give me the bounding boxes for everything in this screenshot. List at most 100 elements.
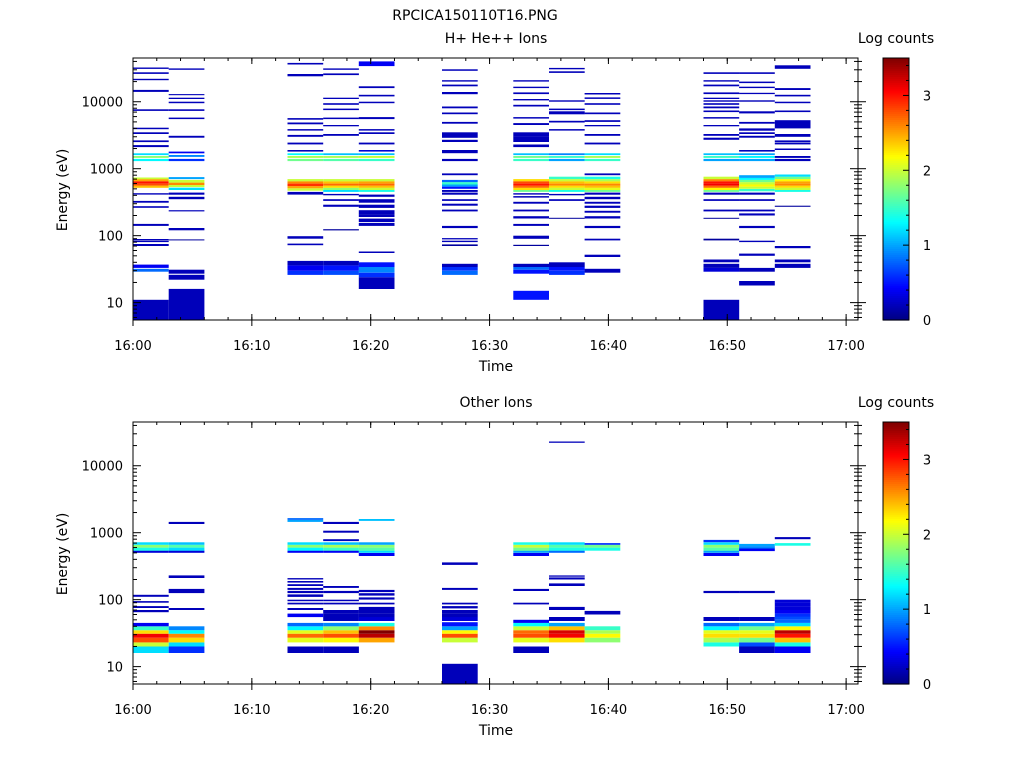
colorbar-swatch <box>883 663 909 667</box>
heatmap-cell <box>358 597 395 600</box>
heatmap-cell <box>442 209 478 212</box>
colorbar-swatch <box>883 287 909 290</box>
heatmap-cell <box>549 550 585 553</box>
colorbar-swatch <box>883 98 909 102</box>
heatmap-cell <box>442 179 478 183</box>
heatmap-cell <box>739 188 775 192</box>
heatmap-cell <box>358 158 395 162</box>
heatmap-cell <box>549 262 585 267</box>
colorbar-swatch <box>883 616 909 620</box>
heatmap-cell <box>584 626 621 631</box>
heatmap-cell <box>323 108 359 111</box>
heatmap-cell <box>513 602 549 605</box>
colorbar-tick-label: 2 <box>923 164 931 179</box>
panel-bottom-colorbar: 0 1 2 3 <box>882 421 931 693</box>
heatmap-cell <box>513 181 549 184</box>
heatmap-cell <box>287 122 324 125</box>
heatmap-cell <box>739 633 775 638</box>
heatmap-cell <box>774 633 811 638</box>
colorbar-swatch <box>883 469 909 472</box>
heatmap-cell <box>358 251 395 253</box>
heatmap-cell <box>513 144 549 148</box>
heatmap-cell <box>703 137 740 140</box>
colorbar-swatch <box>883 653 909 656</box>
heatmap-cell <box>323 156 359 158</box>
colorbar-swatch <box>883 217 909 221</box>
colorbar-swatch <box>883 301 909 305</box>
colorbar-swatch <box>883 487 909 491</box>
heatmap-cell <box>549 441 585 443</box>
heatmap-cell <box>774 630 811 634</box>
heatmap-cell <box>287 587 324 590</box>
heatmap-cell <box>584 179 621 182</box>
heatmap-cell <box>703 547 740 551</box>
heatmap-cell <box>774 181 811 184</box>
heatmap-cell <box>442 267 478 271</box>
heatmap-cell <box>287 181 324 184</box>
heatmap-cell <box>703 630 740 634</box>
heatmap-cell <box>358 589 395 593</box>
heatmap-cell <box>442 225 478 229</box>
heatmap-cell <box>703 544 740 548</box>
colorbar-swatch <box>883 452 909 456</box>
heatmap-cell <box>774 613 811 617</box>
heatmap-cell <box>703 259 740 263</box>
colorbar-swatch <box>883 164 909 168</box>
heatmap-cell <box>168 97 205 99</box>
colorbar-swatch <box>883 176 909 180</box>
colorbar-swatch <box>883 618 909 622</box>
colorbar-swatch <box>883 305 909 309</box>
heatmap-cell <box>168 588 205 591</box>
colorbar-swatch <box>883 628 909 632</box>
x-tick-label: 17:00 <box>827 703 864 718</box>
colorbar-swatch <box>883 152 909 155</box>
heatmap-cell <box>513 92 549 95</box>
heatmap-cell <box>584 225 621 229</box>
colorbar-swatch <box>883 524 909 527</box>
colorbar-swatch <box>883 166 909 170</box>
colorbar-swatch <box>883 96 909 100</box>
heatmap-cell <box>323 199 359 201</box>
colorbar-swatch <box>883 514 909 517</box>
heatmap-cell <box>774 183 811 186</box>
heatmap-cell <box>549 547 585 551</box>
colorbar-tick-label: 2 <box>923 528 931 543</box>
colorbar-swatch <box>883 649 909 652</box>
x-tick-label: 16:30 <box>471 703 508 718</box>
heatmap-cell <box>513 552 549 556</box>
heatmap-cell <box>739 267 775 272</box>
colorbar-swatch <box>883 553 909 556</box>
heatmap-cell <box>584 158 621 162</box>
colorbar-swatch <box>883 422 909 425</box>
heatmap-cell <box>133 158 169 162</box>
heatmap-cell <box>133 156 169 158</box>
heatmap-cell <box>133 67 169 69</box>
heatmap-cell <box>703 117 740 119</box>
heatmap-cell <box>584 610 621 615</box>
colorbar-swatch <box>883 548 909 552</box>
colorbar-tick-label: 3 <box>923 89 931 104</box>
panel-top-ylabel: Energy (eV) <box>55 149 71 232</box>
heatmap-cell <box>287 186 324 189</box>
colorbar-swatch <box>883 84 909 88</box>
heatmap-cell <box>168 547 205 551</box>
heatmap-cell <box>133 633 169 638</box>
heatmap-cell <box>703 100 740 102</box>
heatmap-cell <box>703 626 740 631</box>
colorbar-swatch <box>883 223 909 227</box>
colorbar-swatch <box>883 557 909 560</box>
heatmap-cell <box>774 101 811 104</box>
heatmap-cell <box>168 288 205 320</box>
heatmap-cell <box>442 92 478 95</box>
heatmap-cell <box>774 179 811 182</box>
heatmap-cell <box>513 209 549 212</box>
heatmap-cell <box>358 94 395 97</box>
heatmap-cell <box>442 637 478 643</box>
heatmap-cell <box>323 626 359 631</box>
colorbar-swatch <box>883 94 909 98</box>
heatmap-cell <box>703 106 740 109</box>
heatmap-cell <box>358 179 395 182</box>
heatmap-cell <box>739 156 775 158</box>
colorbar-swatch <box>883 307 909 311</box>
heatmap-cell <box>549 606 585 610</box>
